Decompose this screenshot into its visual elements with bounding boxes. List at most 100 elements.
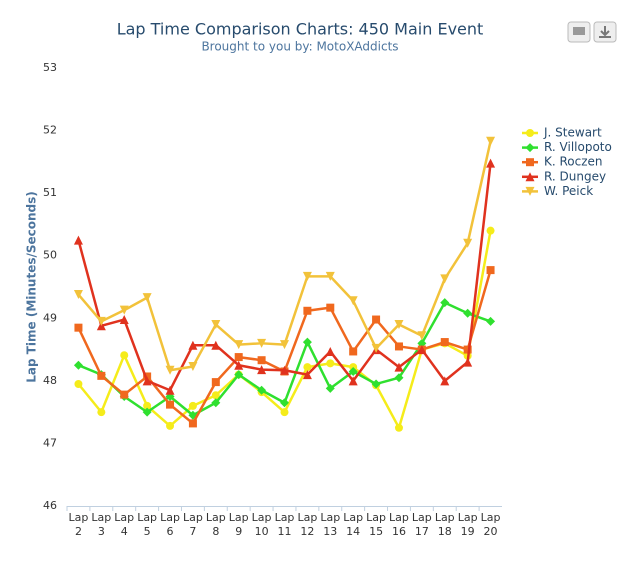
- point: [348, 366, 358, 376]
- point: [73, 360, 83, 370]
- export-button[interactable]: [593, 21, 617, 43]
- point: [303, 306, 312, 315]
- series-line: [77, 162, 492, 392]
- point: [234, 340, 244, 350]
- x-tick-label: Lap 11: [274, 511, 295, 538]
- point: [257, 356, 266, 365]
- point: [257, 365, 267, 375]
- point: [188, 361, 198, 371]
- point: [166, 421, 175, 430]
- point: [211, 320, 221, 330]
- point: [440, 376, 450, 386]
- point: [486, 266, 495, 275]
- y-axis-title: Lap Time (Minutes/Seconds): [25, 191, 39, 383]
- legend-symbol: [526, 158, 534, 167]
- point: [326, 303, 335, 312]
- point: [188, 401, 197, 410]
- point: [463, 238, 473, 248]
- point: [325, 271, 335, 281]
- point: [74, 379, 83, 388]
- y-tick-label: 46: [43, 499, 57, 512]
- point: [372, 315, 381, 324]
- chart-title: Lap Time Comparison Charts: 450 Main Eve…: [117, 20, 484, 39]
- point: [280, 340, 289, 350]
- point: [463, 357, 473, 367]
- point: [234, 370, 244, 380]
- y-tick-label: 47: [43, 436, 57, 449]
- point: [463, 308, 473, 318]
- legend-symbol: [526, 129, 534, 137]
- chart-subtitle: Brought to you by: MotoXAddicts: [201, 40, 398, 54]
- point: [371, 379, 381, 389]
- point: [463, 345, 472, 354]
- x-tick-label: Lap 5: [137, 511, 158, 538]
- point: [303, 363, 312, 372]
- point: [348, 296, 358, 306]
- point: [211, 391, 220, 400]
- legend-symbol: [525, 172, 535, 182]
- point: [325, 346, 335, 356]
- point: [188, 340, 198, 350]
- point: [486, 158, 496, 168]
- y-tick-label: 51: [43, 186, 57, 199]
- legend-symbol: [525, 143, 535, 153]
- x-tick-label: Lap 16: [389, 511, 409, 538]
- point: [394, 320, 404, 330]
- x-tick-label: Lap 17: [411, 511, 432, 538]
- point: [257, 385, 267, 395]
- x-tick-label: Lap 14: [343, 511, 364, 538]
- x-tick-label: Lap 7: [182, 511, 203, 538]
- x-tick-label: Lap 9: [228, 511, 249, 538]
- x-tick-label: Lap 12: [297, 511, 318, 538]
- point: [142, 407, 152, 417]
- point: [97, 371, 106, 380]
- y-tick-label: 48: [43, 374, 57, 387]
- point: [165, 385, 175, 395]
- legend-label: R. Villopoto: [544, 140, 612, 154]
- legend-symbol: [525, 186, 535, 196]
- point: [440, 338, 449, 347]
- legend-label: K. Roczen: [544, 155, 603, 169]
- point: [486, 226, 495, 235]
- point: [486, 136, 496, 146]
- point: [166, 400, 175, 409]
- point: [440, 298, 450, 308]
- point: [417, 338, 427, 348]
- point: [280, 365, 289, 375]
- point: [325, 383, 335, 393]
- point: [348, 376, 358, 386]
- point: [440, 274, 450, 284]
- series-line: [77, 140, 492, 372]
- legend-label: R. Dungey: [544, 169, 606, 183]
- y-tick-label: 52: [43, 124, 57, 137]
- point: [394, 342, 403, 351]
- y-tick-label: 49: [43, 311, 57, 324]
- x-tick-label: Lap 13: [320, 511, 341, 538]
- point: [394, 362, 404, 372]
- point: [371, 343, 381, 353]
- point: [394, 423, 403, 432]
- point: [280, 398, 289, 408]
- point: [280, 408, 289, 417]
- point: [302, 370, 312, 380]
- y-tick-label: 53: [43, 61, 57, 74]
- point: [326, 359, 335, 368]
- point: [211, 340, 221, 350]
- x-tick-label: Lap 18: [434, 511, 455, 538]
- point: [394, 373, 404, 383]
- point: [188, 419, 197, 428]
- point: [486, 316, 496, 326]
- point: [120, 390, 129, 399]
- legend-label: W. Peick: [544, 184, 593, 198]
- print-button[interactable]: [567, 21, 591, 43]
- x-tick-label: Lap 20: [480, 511, 501, 538]
- point: [349, 347, 358, 356]
- point: [302, 271, 312, 281]
- point: [211, 378, 220, 387]
- x-tick-label: Lap 6: [160, 511, 180, 538]
- x-tick-label: Lap 15: [366, 511, 386, 538]
- point: [234, 353, 243, 362]
- legend-label: J. Stewart: [543, 126, 602, 140]
- point: [73, 290, 83, 300]
- x-tick-label: Lap 2: [68, 511, 89, 538]
